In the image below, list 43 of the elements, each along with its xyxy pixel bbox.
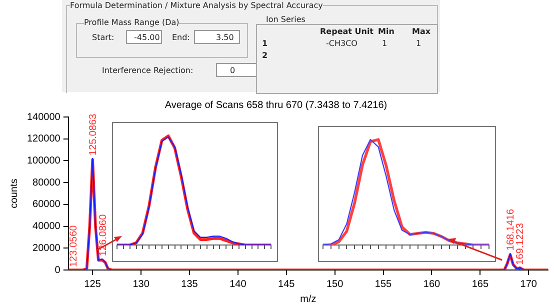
text: Repeat Unit [320,27,374,36]
x-tick-label: 130 [132,278,150,290]
annotation: 168.1416 [505,208,516,251]
x-tick-label: 155 [374,278,392,290]
text: 0 [230,66,236,75]
x-tick-label: 145 [278,278,296,290]
text: Min [378,27,394,36]
x-tick-label: 160 [423,278,441,290]
x-tick-label: 125 [84,278,102,290]
text: Formula Determination / Mixture Analysis by Spectral Accuracy [70,1,323,10]
text: -45.00 [134,33,160,42]
y-tick-label: 140000 [26,112,61,123]
x-tick-label: 165 [472,278,489,290]
text: 1 [382,39,388,48]
text: -CH3CO [326,39,358,48]
y-axis-title: counts [8,178,20,208]
y-tick-label: 80000 [32,177,61,188]
y-tick-label: 0 [54,264,61,276]
x-tick-label: 135 [181,278,198,290]
y-tick-label: 20000 [32,242,61,254]
text: 3.50 [216,33,234,42]
annotation: 169.1223 [514,222,526,265]
text: Interference Rejection: [102,66,194,75]
text: End: [172,33,190,42]
x-axis-title: m/z [300,294,316,305]
chart-title: Average of Scans 658 thru 670 (7.3438 to 7.4216) [164,100,388,111]
annotation: 126.0860 [98,214,109,256]
x-tick-label: 140 [230,278,247,290]
text: 1 [416,39,422,48]
text: Profile Mass Range (Da) [84,18,180,27]
text: 1 [262,39,268,48]
y-tick-label: 40000 [32,221,61,232]
y-tick-label: 120000 [26,134,61,145]
text: 2 [262,51,268,60]
x-tick-label: 170 [520,278,538,290]
annotation: 125.0863 [88,113,100,156]
annotation: 123.0560 [68,224,80,267]
y-tick-label: 60000 [32,199,61,210]
y-tick-label: 100000 [26,155,61,166]
text: Start: [92,33,114,42]
text: Ion Series [266,15,306,24]
x-tick-label: 150 [326,278,344,290]
text: Max [412,27,431,36]
